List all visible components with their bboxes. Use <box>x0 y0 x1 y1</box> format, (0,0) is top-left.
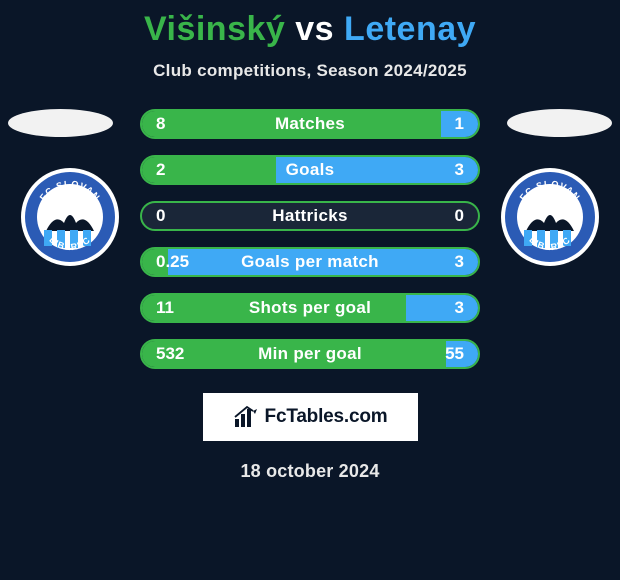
player1-marker-ellipse <box>8 109 113 137</box>
stat-label: Goals <box>142 160 478 180</box>
stats-list: 8Matches1 2Goals3 0Hattricks0 0.25Goals per… <box>140 109 480 385</box>
stat-row: 8Matches1 <box>140 109 480 139</box>
comparison-title: Višinský vs Letenay <box>0 0 620 49</box>
player2-name: Letenay <box>344 10 476 48</box>
stat-row: 2Goals3 <box>140 155 480 185</box>
vs-text: vs <box>295 10 334 48</box>
stat-value-right: 0 <box>455 206 464 226</box>
slovan-liberec-badge-icon: FC SLOVAN LIBEREC <box>20 167 120 267</box>
stat-value-right: 3 <box>455 252 464 272</box>
stat-label: Goals per match <box>142 252 478 272</box>
player2-club-badge: FC SLOVAN LIBEREC <box>500 167 600 267</box>
slovan-liberec-badge-icon: FC SLOVAN LIBEREC <box>500 167 600 267</box>
brand-text: FcTables.com <box>265 406 388 428</box>
stat-value-right: 55 <box>445 344 464 364</box>
stat-row: 0Hattricks0 <box>140 201 480 231</box>
subtitle: Club competitions, Season 2024/2025 <box>0 61 620 81</box>
stat-value-right: 1 <box>455 114 464 134</box>
main-comparison-area: FC SLOVAN LIBEREC FC SLOVAN LIBEREC 8Mat… <box>0 109 620 389</box>
player1-name: Višinský <box>144 10 285 48</box>
fctables-logo-icon <box>233 405 261 429</box>
stat-label: Matches <box>142 114 478 134</box>
stat-label: Min per goal <box>142 344 478 364</box>
stat-row: 11Shots per goal3 <box>140 293 480 323</box>
infographic-date: 18 october 2024 <box>0 461 620 482</box>
brand-banner: FcTables.com <box>203 393 418 441</box>
player1-club-badge: FC SLOVAN LIBEREC <box>20 167 120 267</box>
stat-row: 532Min per goal55 <box>140 339 480 369</box>
stat-label: Hattricks <box>142 206 478 226</box>
stat-value-right: 3 <box>455 298 464 318</box>
player2-marker-ellipse <box>507 109 612 137</box>
stat-label: Shots per goal <box>142 298 478 318</box>
stat-row: 0.25Goals per match3 <box>140 247 480 277</box>
stat-value-right: 3 <box>455 160 464 180</box>
